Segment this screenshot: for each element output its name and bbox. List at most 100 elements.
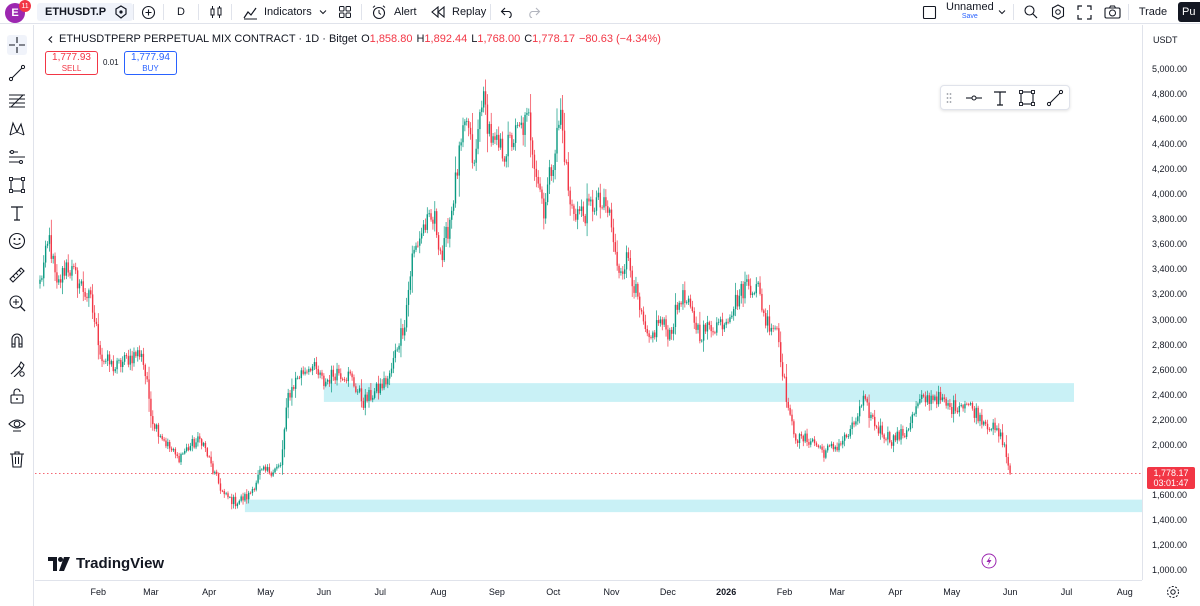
undo-icon[interactable] — [500, 0, 514, 24]
rectangle-shape-icon[interactable] — [1017, 88, 1037, 108]
ruler-measure-icon[interactable] — [7, 265, 27, 285]
horizontal-ray-icon[interactable] — [964, 88, 984, 108]
candle — [979, 412, 981, 427]
sell-button[interactable]: 1,777.93 SELL — [45, 51, 98, 75]
candle — [764, 308, 767, 329]
candle — [535, 160, 538, 188]
candle — [904, 433, 906, 439]
candle — [791, 409, 793, 426]
candle — [860, 404, 863, 408]
symbol-search-icon[interactable] — [114, 0, 128, 24]
candle — [817, 444, 820, 449]
quick-search-icon[interactable] — [1023, 0, 1039, 24]
candle — [195, 438, 197, 450]
candle — [80, 279, 83, 286]
hide-drawings-eye-icon[interactable] — [7, 414, 27, 434]
crosshair-cursor-icon[interactable] — [7, 35, 27, 55]
candle — [279, 462, 282, 468]
candle — [159, 434, 162, 438]
candle — [398, 343, 400, 353]
tradingview-logo[interactable]: TradingView — [48, 555, 164, 572]
rectangle-shape-icon[interactable] — [7, 175, 27, 195]
layout-dropdown-chevron-icon[interactable] — [998, 0, 1006, 24]
chart-type-candles-icon[interactable] — [209, 0, 223, 24]
candle — [249, 491, 252, 495]
candle — [674, 293, 677, 335]
candle — [210, 451, 212, 467]
candle — [197, 432, 199, 447]
camera-snapshot-icon[interactable] — [1104, 0, 1121, 24]
axis-settings-gear-icon[interactable] — [1166, 585, 1180, 599]
forecast-projection-icon[interactable] — [7, 147, 27, 167]
candle — [217, 472, 220, 485]
text-tool-icon[interactable] — [7, 203, 27, 223]
layout-name-button[interactable]: Unnamed Save — [946, 2, 994, 22]
candle — [231, 493, 233, 510]
currency-selector[interactable]: USDT — [1153, 35, 1178, 45]
trash-remove-icon[interactable] — [7, 449, 27, 469]
fib-retracement-icon[interactable] — [7, 91, 27, 111]
compare-symbol-icon[interactable] — [141, 0, 156, 24]
price-axis[interactable]: 5,000.00 4,800.00 4,600.00 4,400.00 4,200.00… — [1142, 25, 1200, 580]
candle — [941, 393, 944, 402]
trend-line-icon[interactable] — [1045, 88, 1065, 108]
zone-box-1[interactable] — [323, 383, 1074, 402]
candle — [892, 434, 895, 453]
text-tool-icon[interactable] — [990, 88, 1010, 108]
candle — [285, 398, 287, 432]
candle — [263, 465, 265, 471]
candle — [219, 478, 222, 494]
candle — [610, 202, 613, 233]
candle — [984, 419, 987, 427]
candle — [952, 395, 955, 423]
alert-button[interactable]: Alert — [371, 0, 417, 24]
candle — [902, 425, 904, 439]
trend-line-icon[interactable] — [7, 63, 27, 83]
candle — [178, 452, 180, 464]
candle — [484, 79, 487, 115]
time-axis[interactable]: Feb Mar Apr May Jun Jul Aug Sep Oct Nov Dec 2026 Feb… — [35, 580, 1142, 606]
indicators-dropdown-chevron-icon[interactable] — [319, 0, 327, 24]
replay-button[interactable]: Replay — [431, 0, 486, 24]
lock-drawings-icon[interactable] — [7, 386, 27, 406]
candle — [516, 122, 519, 129]
drag-handle-icon[interactable] — [943, 88, 955, 108]
indicators-button[interactable]: Indicators — [243, 0, 312, 24]
layouts-grid-icon[interactable] — [338, 0, 352, 24]
interval-button[interactable]: D — [177, 0, 185, 24]
notification-badge: 11 — [19, 0, 31, 12]
legend-low: 1,768.00 — [477, 33, 521, 45]
sell-price: 1,777.93 — [52, 52, 91, 63]
candle — [629, 250, 632, 278]
candle — [868, 394, 870, 428]
buy-button[interactable]: 1,777.94 BUY — [124, 51, 177, 75]
candle — [276, 463, 278, 471]
candle — [921, 390, 923, 403]
candle — [39, 275, 41, 289]
events-flash-icon[interactable] — [981, 553, 997, 569]
candle — [548, 159, 551, 195]
candle — [496, 129, 498, 146]
magnet-icon[interactable] — [7, 330, 27, 350]
publish-button[interactable]: Pu — [1178, 2, 1200, 22]
trade-button[interactable]: Trade — [1132, 3, 1174, 21]
stay-in-drawing-mode-icon[interactable] — [7, 358, 27, 378]
candle — [238, 499, 240, 506]
emoji-smiley-icon[interactable] — [7, 231, 27, 251]
fullscreen-icon[interactable] — [1077, 0, 1092, 24]
symbol-search[interactable]: ETHUSDT.P — [37, 3, 133, 21]
redo-icon[interactable] — [527, 0, 541, 24]
candle — [740, 281, 742, 304]
price-chart[interactable] — [35, 25, 1142, 580]
settings-gear-icon[interactable] — [1050, 0, 1066, 24]
candle — [789, 404, 791, 417]
candle — [607, 200, 609, 218]
collapse-legend-chevron-icon[interactable] — [46, 35, 55, 44]
layout-checkbox-icon[interactable] — [922, 0, 937, 24]
zone-box-2[interactable] — [244, 499, 1142, 513]
candle — [274, 467, 276, 474]
candle — [167, 438, 169, 450]
candle — [988, 427, 991, 432]
zoom-in-icon[interactable] — [7, 293, 27, 313]
pattern-xabcd-icon[interactable] — [7, 119, 27, 139]
